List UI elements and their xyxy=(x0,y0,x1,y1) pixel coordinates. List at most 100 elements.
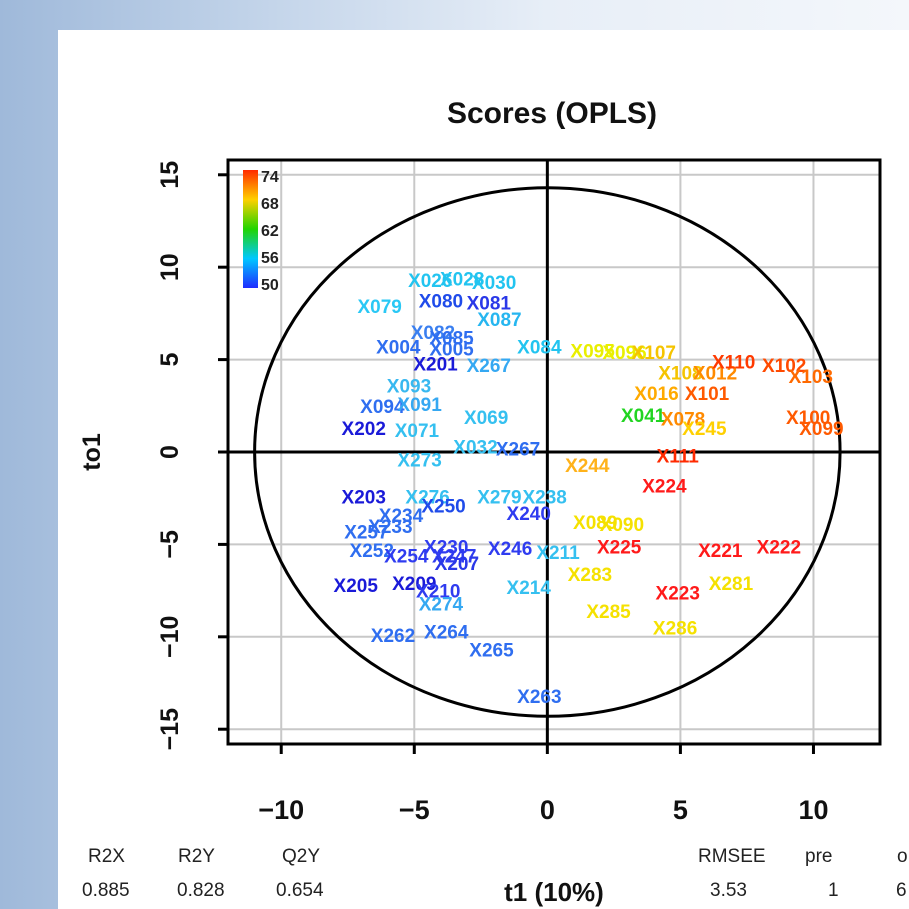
stat-header-pre: pre xyxy=(805,846,833,867)
point-label-x223: X223 xyxy=(656,583,700,604)
point-label-x267: X267 xyxy=(467,356,511,377)
y-tick-label-3: 0 xyxy=(156,445,184,459)
point-label-x079: X079 xyxy=(358,297,402,318)
chart-panel: Scores (OPLS) to1 t1 (10%) −10 −5 0 5 10 −15−… xyxy=(58,30,909,909)
stat-header-r2x: R2X xyxy=(88,846,125,867)
confidence-ellipse xyxy=(253,186,842,718)
x-tick-label-1: −5 xyxy=(399,795,430,825)
legend-color-bar xyxy=(243,170,258,288)
point-label-x041: X041 xyxy=(621,406,666,427)
point-label-x264: X264 xyxy=(424,622,469,643)
point-label-x224: X224 xyxy=(642,476,687,497)
point-label-x094: X094 xyxy=(360,397,405,418)
point-label-x032: X032 xyxy=(453,437,497,458)
point-label-x254: X254 xyxy=(384,546,429,567)
point-label-x244: X244 xyxy=(565,456,610,477)
point-label-x257: X257 xyxy=(344,522,388,543)
scores-plot: Scores (OPLS) to1 t1 (10%) −10 −5 0 5 10−15−… xyxy=(78,97,882,907)
x-tick-label-3: 5 xyxy=(673,795,688,825)
point-label-x089: X089 xyxy=(573,513,617,534)
point-label-x030: X030 xyxy=(472,273,516,294)
point-label-x081: X081 xyxy=(467,293,512,314)
point-label-x102: X102 xyxy=(762,356,806,377)
point-label-x069: X069 xyxy=(464,408,508,429)
point-label-x263: X263 xyxy=(517,687,561,708)
stat-value-rmsee: 3.53 xyxy=(710,880,747,901)
point-label-x285: X285 xyxy=(586,602,631,623)
point-label-x016: X016 xyxy=(634,384,678,405)
point-label-x234: X234 xyxy=(379,506,424,527)
point-label-x100: X100 xyxy=(786,408,830,429)
point-label-x205: X205 xyxy=(334,576,379,597)
y-tick-label-1: −10 xyxy=(156,616,184,658)
legend-label-1: 68 xyxy=(261,196,279,213)
point-label-x095: X095 xyxy=(570,341,615,362)
point-label-x252: X252 xyxy=(350,541,394,562)
point-label-x246: X246 xyxy=(488,539,532,560)
point-label-x082: X082 xyxy=(411,323,455,344)
legend-label-0: 74 xyxy=(261,169,279,186)
point-label-x202: X202 xyxy=(342,419,386,440)
point-label-x084: X084 xyxy=(517,338,562,359)
legend-label-2: 62 xyxy=(261,223,279,240)
chart-title: Scores (OPLS) xyxy=(447,97,657,130)
point-label-x012: X012 xyxy=(693,364,737,385)
point-label-x211: X211 xyxy=(536,543,580,564)
stat-header-r2y: R2Y xyxy=(178,846,215,867)
point-label-x203: X203 xyxy=(342,487,386,508)
point-label-x247: X247 xyxy=(432,546,476,567)
point-label-x262: X262 xyxy=(371,626,415,647)
point-label-x090: X090 xyxy=(600,515,644,536)
point-label-x028: X028 xyxy=(440,269,484,290)
stat-header-q2y: Q2Y xyxy=(282,846,321,867)
point-label-x240: X240 xyxy=(507,504,551,525)
stat-header-ortho: o xyxy=(897,846,908,867)
point-label-x233: X233 xyxy=(368,517,412,538)
point-label-x238: X238 xyxy=(522,487,566,508)
point-label-x279: X279 xyxy=(477,487,521,508)
point-label-x245: X245 xyxy=(682,419,727,440)
point-label-x004: X004 xyxy=(376,338,421,359)
stat-value-pre: 1 xyxy=(828,880,839,901)
point-label-x273: X273 xyxy=(397,450,441,471)
stat-value-r2y: 0.828 xyxy=(177,880,225,901)
x-axis-label: t1 (10%) xyxy=(504,877,604,907)
point-label-x283: X283 xyxy=(568,565,612,586)
x-tick-label-0: −10 xyxy=(258,795,304,825)
point-label-x005: X005 xyxy=(429,340,474,361)
stat-value-q2y: 0.654 xyxy=(276,880,324,901)
point-label-x103: X103 xyxy=(789,367,833,388)
point-label-x071: X071 xyxy=(395,421,440,442)
legend-label-4: 50 xyxy=(261,277,279,294)
point-label-x250: X250 xyxy=(421,497,465,518)
point-label-x221: X221 xyxy=(698,541,743,562)
point-label-x209: X209 xyxy=(392,574,436,595)
point-label-x267: X267 xyxy=(496,439,540,460)
y-tick-label-5: 10 xyxy=(156,253,184,281)
y-tick-label-6: 15 xyxy=(156,161,184,189)
point-label-x110: X110 xyxy=(712,352,755,373)
point-label-x101: X101 xyxy=(685,384,730,405)
point-label-x099: X099 xyxy=(799,419,843,440)
point-label-x091: X091 xyxy=(397,395,442,416)
point-label-x274: X274 xyxy=(419,595,464,616)
point-label-x087: X087 xyxy=(477,310,521,331)
point-label-x080: X080 xyxy=(419,291,463,312)
point-label-x096: X096 xyxy=(602,343,646,364)
point-label-x078: X078 xyxy=(661,410,705,431)
y-tick-label-0: −15 xyxy=(156,708,184,751)
point-label-x276: X276 xyxy=(405,487,449,508)
y-tick-label-2: −5 xyxy=(156,530,184,559)
point-label-x111: X111 xyxy=(657,447,700,468)
point-label-x207: X207 xyxy=(435,554,479,575)
stat-header-rmsee: RMSEE xyxy=(698,846,766,867)
y-tick-label-4: 5 xyxy=(156,353,184,367)
point-label-x230: X230 xyxy=(424,537,468,558)
point-label-x286: X286 xyxy=(653,619,697,640)
point-label-x093: X093 xyxy=(387,376,431,397)
point-label-x265: X265 xyxy=(469,641,514,662)
point-label-x214: X214 xyxy=(507,578,552,599)
legend-label-3: 56 xyxy=(261,250,279,267)
point-label-x281: X281 xyxy=(709,574,754,595)
point-label-x107: X107 xyxy=(632,343,676,364)
